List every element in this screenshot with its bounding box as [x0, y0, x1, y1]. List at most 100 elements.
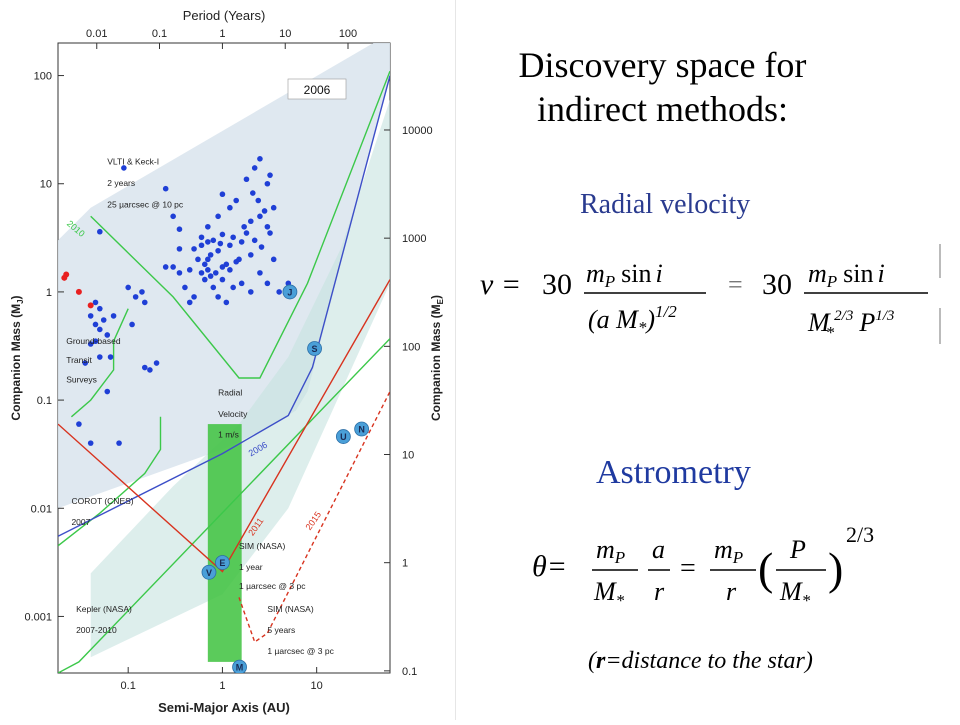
annotation-14: SIM (NASA) — [267, 604, 313, 614]
planet-point-79 — [191, 294, 197, 300]
annotation-2: 25 µarcsec @ 10 pc — [107, 200, 184, 210]
planet-point-86 — [238, 280, 245, 287]
x-tick-label-10: 10 — [311, 680, 323, 692]
rv-den2: M*2/3 P1/3 — [807, 308, 894, 342]
solar-system-label-J: J — [287, 287, 292, 297]
annotation-11: SIM (NASA) — [239, 541, 285, 551]
planet-point-77 — [215, 213, 221, 220]
planet-point-38 — [210, 284, 217, 291]
rv-lhs: ν = — [480, 268, 521, 301]
solar-system-label-E: E — [219, 558, 225, 568]
planet-point-16 — [116, 440, 122, 446]
planet-point-72 — [264, 180, 271, 187]
annotation-17: Kepler (NASA) — [76, 604, 132, 614]
radial-velocity-equation: ν = 30 mP sin i (a M*)1/2 = 30 mP sin i M*2/… — [480, 244, 941, 344]
solar-system-label-M: M — [236, 663, 244, 673]
sensitivity-curve-green-transit — [70, 308, 129, 418]
planet-point-59 — [227, 242, 233, 249]
transit-planet-point-2 — [75, 288, 82, 295]
planet-point-87 — [247, 289, 254, 295]
planet-point-19 — [125, 284, 131, 291]
planet-point-64 — [247, 218, 254, 225]
planet-point-45 — [264, 280, 271, 287]
annotation-4: Transit — [66, 355, 92, 365]
x-tick-label-0.1: 0.1 — [121, 680, 136, 692]
planet-point-56 — [212, 270, 219, 276]
top-tick-label-100: 100 — [339, 28, 357, 40]
annotation-1: 2 years — [107, 178, 135, 188]
planet-point-39 — [215, 294, 221, 300]
planet-point-33 — [186, 299, 193, 306]
sensitivity-curve-green-kepler — [58, 338, 390, 673]
astro-exponent: 2/3 — [846, 522, 874, 547]
astro-lhs: θ= — [532, 550, 567, 583]
planet-point-49 — [198, 242, 205, 249]
planet-point-29 — [176, 246, 183, 252]
y-tick-label-10: 10 — [40, 179, 52, 191]
annotation-12: 1 year — [239, 562, 263, 572]
planet-point-63 — [243, 230, 250, 236]
planet-point-53 — [205, 267, 211, 273]
annotation-6: Radial — [218, 388, 242, 398]
planet-point-15 — [87, 440, 94, 446]
transit-planet-point-3 — [87, 302, 94, 309]
solar-system-label-S: S — [312, 344, 318, 354]
planet-point-44 — [257, 270, 263, 276]
astro-frac4-den: M* — [779, 577, 811, 610]
planet-point-85 — [267, 230, 273, 236]
planet-point-73 — [267, 172, 273, 178]
right-axis-title: Companion Mass (ME) — [429, 295, 445, 421]
rv-num1: mP sin i — [586, 259, 663, 291]
planet-point-51 — [215, 247, 221, 254]
year-badge: 2006 — [304, 83, 331, 97]
year-badge-box — [287, 78, 347, 100]
right-tick-label-100: 100 — [402, 341, 420, 353]
astro-frac2-num: a — [652, 535, 665, 564]
planet-point-89 — [198, 270, 205, 276]
planet-point-50 — [205, 239, 211, 245]
planet-point-17 — [97, 228, 103, 235]
solar-system-planet-N — [354, 421, 370, 437]
planet-point-20 — [132, 294, 139, 300]
planet-point-1 — [97, 305, 103, 312]
panel-divider — [455, 0, 456, 720]
planet-point-70 — [251, 165, 258, 171]
annotation-3: Ground-based — [66, 336, 121, 346]
planet-point-25 — [147, 367, 153, 373]
astro-frac3-num: mP — [714, 535, 743, 567]
astrometry-heading: Astrometry — [596, 454, 751, 491]
planet-point-24 — [153, 360, 160, 366]
planet-point-90 — [195, 256, 201, 263]
astrometry-note: (r=distance to the star) — [588, 648, 813, 674]
planet-point-76 — [233, 197, 239, 204]
planet-point-46 — [270, 256, 277, 263]
planet-point-83 — [255, 197, 262, 204]
planet-point-36 — [205, 256, 211, 263]
astro-paren-close: ) — [828, 543, 843, 594]
planet-point-34 — [191, 246, 197, 252]
rv-equals: = — [728, 270, 743, 299]
planet-point-14 — [76, 421, 82, 427]
sim-region-shade — [90, 99, 390, 658]
planet-point-66 — [257, 213, 263, 220]
planet-point-32 — [176, 270, 183, 276]
top-axis-title: Period (Years) — [183, 8, 266, 23]
planet-point-60 — [230, 234, 236, 241]
chart-svg: VE M J S U N 0.1 1 10 100 10 1 0.1 0.01 0.001 0.01 0.1 1… — [9, 8, 445, 715]
astrometry-equation: θ= mP M* a r = mP r ( P M* ) 2/3 — [532, 522, 874, 610]
planet-point-52 — [201, 261, 208, 268]
planet-point-13 — [104, 388, 111, 395]
planet-point-41 — [227, 267, 233, 273]
solar-system-planet-E — [215, 555, 230, 570]
top-tick-label-10: 10 — [279, 28, 291, 40]
planet-point-40 — [219, 276, 226, 283]
annotation-13: 1 µarcsec @ 3 pc — [239, 581, 306, 591]
planet-point-8 — [107, 354, 114, 360]
sensitivity-curve-blue-rv — [58, 75, 390, 537]
habitable-zone-band — [207, 424, 242, 662]
planet-point-31 — [182, 284, 188, 291]
sensitivity-curve-red-sim5 — [238, 391, 390, 644]
planet-point-21 — [129, 321, 135, 328]
astro-frac1-num: mP — [596, 535, 625, 567]
